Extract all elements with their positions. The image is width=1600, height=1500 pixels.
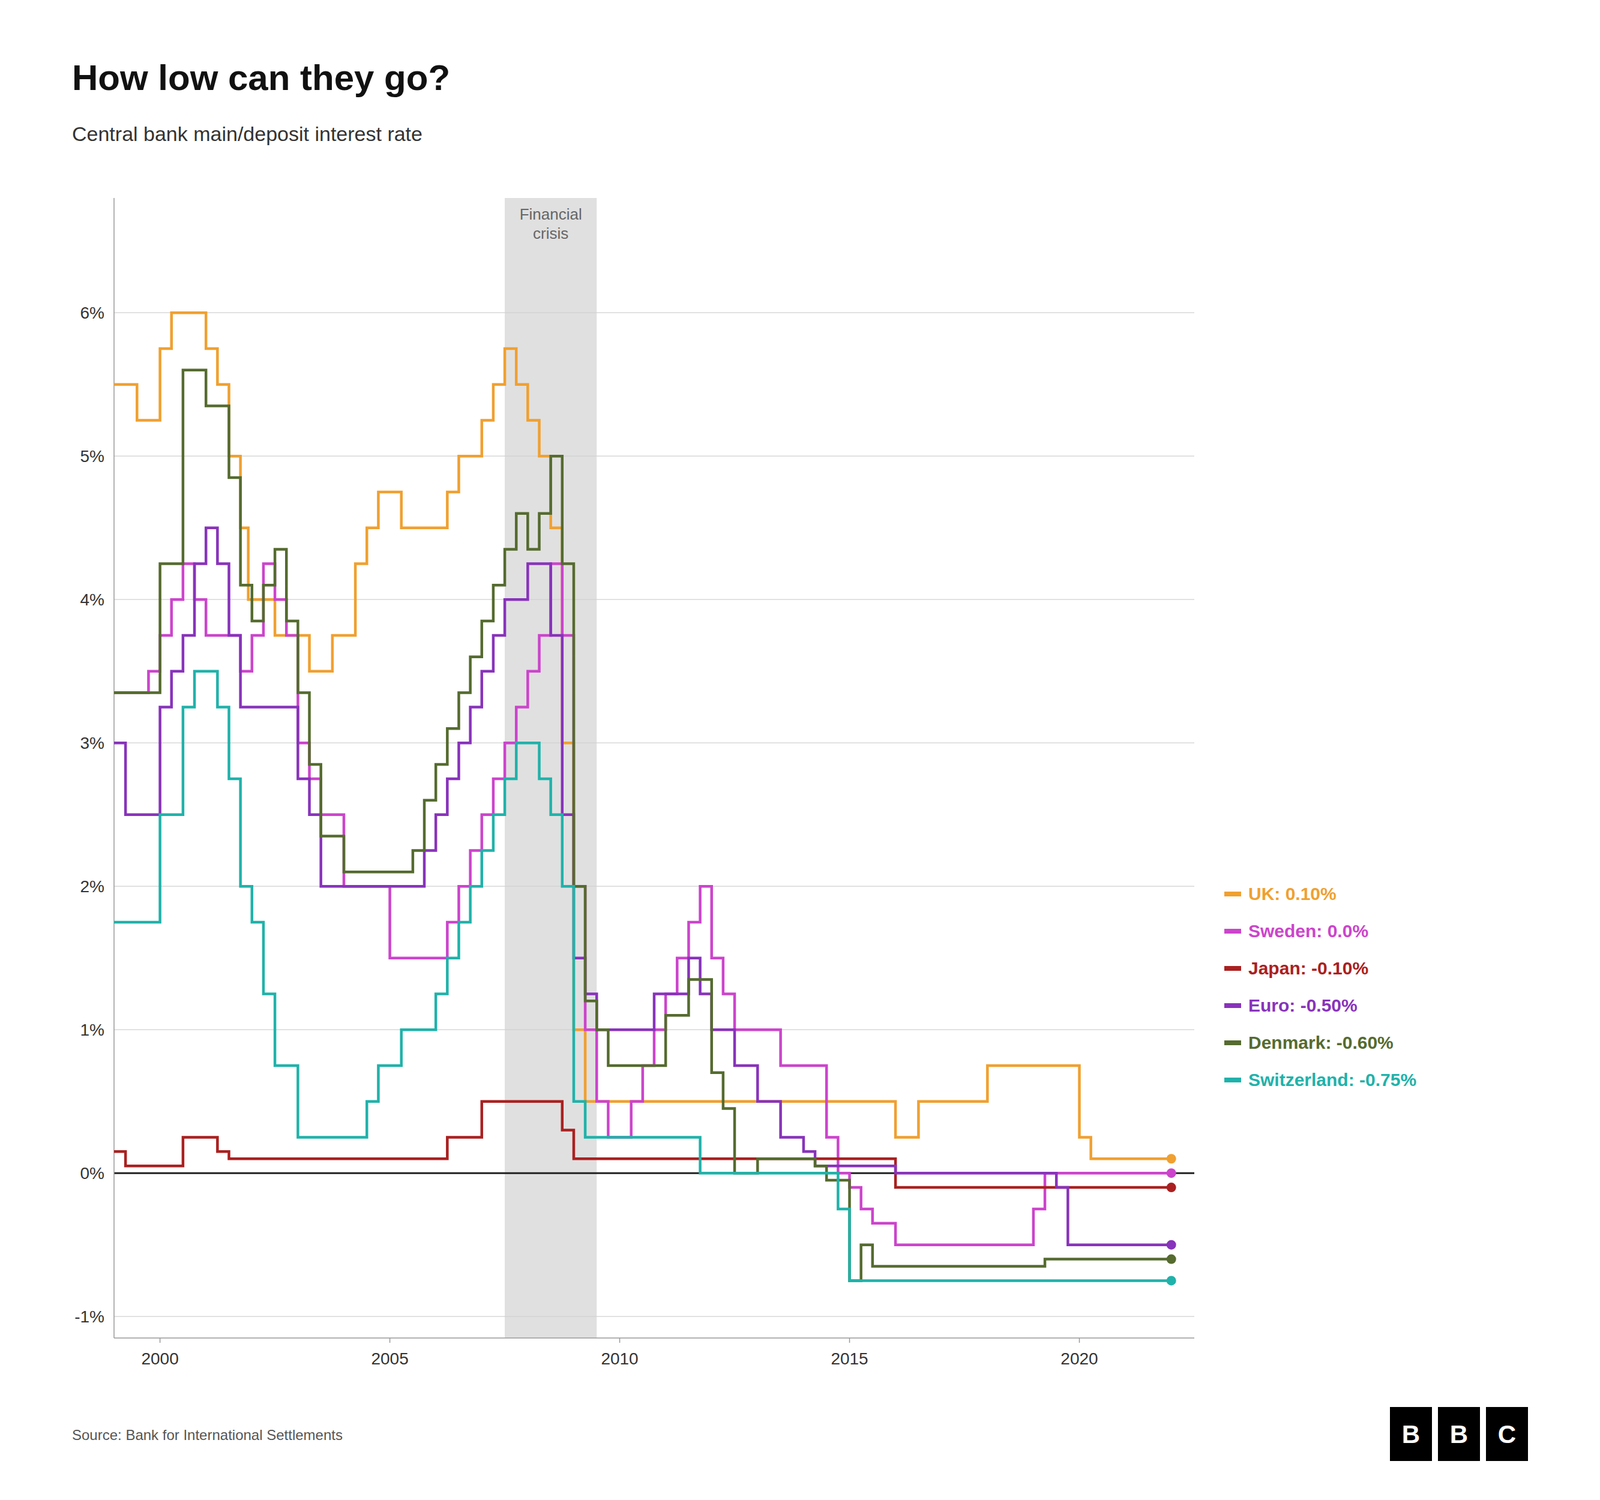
- grid: [114, 312, 1195, 1317]
- chart: How low can they go? Central bank main/de…: [0, 0, 1600, 1500]
- series-line: [114, 671, 1172, 1282]
- x-tick: [619, 1338, 621, 1344]
- y-axis-line: [113, 198, 115, 1339]
- series-line: [114, 370, 1172, 1282]
- y-tick-label: 0%: [80, 1164, 105, 1183]
- annotation-spans: [504, 198, 597, 1339]
- legend-label: Euro: -0.50%: [1248, 995, 1358, 1016]
- series-line: [114, 312, 1172, 1159]
- end-dot: [1166, 1240, 1177, 1251]
- x-tick: [159, 1338, 161, 1344]
- x-tick-label: 2005: [370, 1349, 409, 1369]
- legend-swatch: [1224, 929, 1242, 934]
- legend-label: Denmark: -0.60%: [1248, 1032, 1394, 1053]
- y-tick-label: 4%: [80, 590, 105, 610]
- end-dot: [1166, 1182, 1177, 1193]
- legend-swatch: [1224, 1003, 1242, 1009]
- y-tick-label: 3%: [80, 733, 105, 753]
- y-tick-label: 5%: [80, 447, 105, 466]
- y-tick-label: -1%: [74, 1307, 105, 1327]
- legend-label: UK: 0.10%: [1248, 884, 1337, 904]
- end-dot: [1166, 1254, 1177, 1265]
- subtitle: Central bank main/deposit interest rate: [72, 122, 423, 146]
- x-tick-label: 2010: [600, 1349, 638, 1369]
- legend-label: Sweden: 0.0%: [1248, 921, 1369, 942]
- x-tick: [389, 1338, 391, 1344]
- y-tick-label: 1%: [80, 1020, 105, 1040]
- logo-box: [1485, 1407, 1528, 1462]
- x-axis-line: [114, 1337, 1195, 1339]
- crisis-span: [504, 198, 597, 1339]
- legend-swatch: [1224, 891, 1242, 897]
- series-line: [114, 1101, 1172, 1188]
- end-dot: [1166, 1168, 1177, 1179]
- legend-label: Japan: -0.10%: [1248, 958, 1369, 979]
- source: Source: Bank for International Settlemen…: [72, 1427, 343, 1444]
- logo: BBC: [1389, 1407, 1528, 1462]
- x-tick: [849, 1338, 851, 1344]
- legend-label: Switzerland: -0.75%: [1248, 1070, 1417, 1090]
- logo-letter: B: [1449, 1420, 1468, 1449]
- annotation-label: Financialcrisis: [519, 205, 583, 243]
- x-tick-label: 2000: [141, 1349, 179, 1369]
- background: [0, 0, 1600, 1500]
- grid-line: [114, 312, 1195, 314]
- logo-letter: B: [1401, 1420, 1420, 1449]
- end-dot: [1166, 1154, 1177, 1164]
- legend: UK: 0.10% Sweden: 0.0% Japan: -0.10% Euro: …: [1224, 884, 1417, 1090]
- end-dot: [1166, 1275, 1177, 1286]
- grid-line: [114, 1316, 1195, 1318]
- logo-letter: C: [1497, 1420, 1516, 1449]
- y-tick-label: 2%: [80, 877, 105, 897]
- annotation-line: Financial: [519, 205, 583, 224]
- logo-box: [1437, 1407, 1480, 1462]
- title: How low can they go?: [72, 57, 451, 98]
- legend-swatch: [1224, 1077, 1242, 1083]
- annotation-line: crisis: [532, 224, 569, 243]
- grid-line: [114, 742, 1195, 744]
- legend-swatch: [1224, 1040, 1242, 1046]
- x-tick: [1079, 1338, 1081, 1344]
- x-tick-label: 2020: [1060, 1349, 1098, 1369]
- y-tick-label: 6%: [80, 303, 105, 323]
- legend-swatch: [1224, 966, 1242, 972]
- x-tick-label: 2015: [830, 1349, 868, 1369]
- grid-line: [114, 886, 1195, 888]
- logo-box: [1389, 1407, 1432, 1462]
- plot-area: [114, 312, 1177, 1286]
- grid-line: [114, 456, 1195, 457]
- series-line: [114, 563, 1172, 1245]
